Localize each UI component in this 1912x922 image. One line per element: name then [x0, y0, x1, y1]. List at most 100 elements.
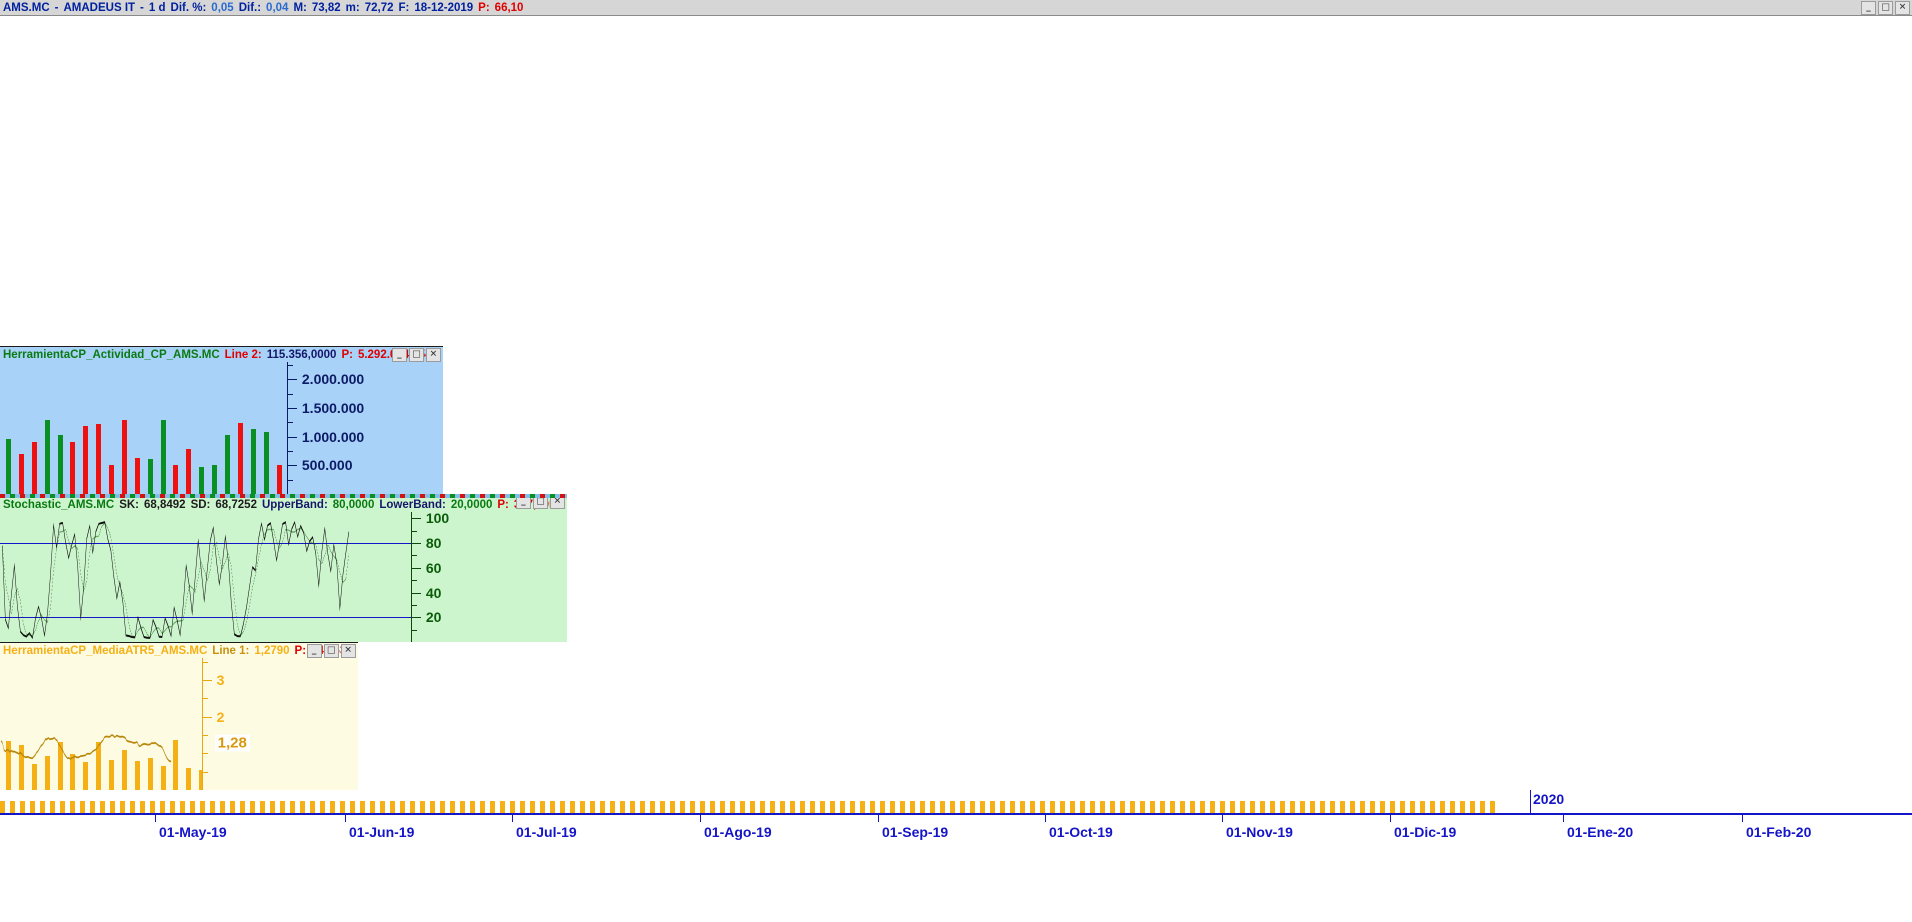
date-tick [345, 813, 346, 822]
max-label: M: [293, 1, 307, 14]
atr-titlebar: HerramientaCP_MediaATR5_AMS.MC Line 1: 1… [0, 642, 358, 658]
atr-line1-value: 1,2790 [254, 644, 290, 657]
date-tick [1390, 813, 1391, 822]
volume-axis-minor-tick [287, 393, 293, 395]
stochastic-titlebar: Stochastic_AMS.MC SK: 68,8492 SD: 68,725… [0, 498, 567, 512]
year-marker: 2020 [1533, 791, 1565, 807]
date-label: 01-Nov-19 [1226, 824, 1293, 840]
volume-axis-tick [287, 379, 297, 381]
atr-current-value-marker: 1,28 [214, 734, 250, 752]
stochastic-axis-tick [411, 518, 421, 520]
volume-bar [31, 441, 37, 494]
atr-bar [173, 739, 179, 790]
stochastic-axis-label: 40 [425, 584, 442, 601]
date-axis[interactable]: 01-May-19 01-Jun-19 01-Jul-19 01-Ago-19 01-S… [0, 790, 1912, 922]
atr-axis-minor-tick [202, 771, 208, 773]
minimize-icon: _ [1866, 2, 1871, 13]
atr-axis-tick [202, 716, 212, 718]
date-tick [1742, 813, 1743, 822]
atr-bar [186, 767, 192, 790]
volume-bar [134, 457, 140, 494]
atr-window-controls: _ □ ✕ [306, 644, 356, 658]
atr-line1-label: Line 1: [212, 644, 250, 657]
stochastic-close-button[interactable]: ✕ [549, 498, 565, 509]
stochastic-maximize-button[interactable]: □ [532, 498, 548, 509]
instrument-name-label: AMADEUS IT [63, 1, 136, 14]
atr-axis-minor-tick [202, 753, 208, 755]
atr-bar [44, 756, 50, 790]
date-label: 01-Jul-19 [516, 824, 577, 840]
date-tick [878, 813, 879, 822]
volume-bar [263, 432, 269, 494]
volume-line2-value: 115.356,0000 [266, 348, 337, 361]
close-icon: ✕ [1898, 2, 1907, 13]
volume-axis-label: 2.000.000 [301, 371, 365, 388]
atr-maximize-button[interactable]: □ [323, 644, 339, 658]
maximize-icon: □ [412, 349, 421, 360]
stochastic-axis-tick [411, 567, 421, 569]
stochastic-plot-area[interactable] [0, 512, 411, 642]
stochastic-axis-label: 60 [425, 559, 442, 576]
maximize-icon: □ [326, 645, 336, 656]
date-label: 01-Ago-19 [704, 824, 772, 840]
diff-label: Dif.: [238, 1, 262, 14]
atr-close-button[interactable]: ✕ [340, 644, 356, 658]
stochastic-upper-band-line [0, 543, 411, 544]
date-value: 18-12-2019 [414, 1, 474, 14]
atr-plot-area[interactable] [0, 658, 202, 790]
close-icon: ✕ [429, 349, 438, 360]
window-controls: _ □ ✕ [1861, 1, 1910, 15]
volume-axis[interactable]: 2.000.000 1.500.000 1.000.000 500.000 [286, 362, 443, 494]
volume-panel[interactable]: HerramientaCP_Actividad_CP_AMS.MC Line 2… [0, 346, 443, 494]
stochastic-axis[interactable]: 100 80 60 40 20 [410, 510, 567, 642]
stochastic-panel[interactable]: Stochastic_AMS.MC SK: 68,8492 SD: 68,725… [0, 494, 567, 642]
stochastic-upperband-value: 80,0000 [332, 499, 375, 511]
volume-axis-minor-tick [287, 479, 293, 481]
date-label: 01-Sep-19 [882, 824, 949, 840]
volume-axis-tick [287, 436, 297, 438]
stochastic-minimize-button[interactable]: _ [515, 498, 531, 509]
stochastic-axis-label: 80 [425, 535, 442, 551]
volume-minimize-button[interactable]: _ [391, 348, 407, 362]
stochastic-axis-minor-tick [411, 555, 417, 557]
atr-bar [96, 742, 102, 790]
date-axis-tick-strip [0, 801, 1500, 813]
volume-close-button[interactable]: ✕ [425, 348, 441, 362]
date-tick [155, 813, 156, 822]
stochastic-window-controls: _ □ ✕ [515, 498, 565, 509]
maximize-button[interactable]: □ [1878, 1, 1893, 15]
stochastic-titlebar-pattern [0, 494, 567, 498]
volume-axis-minor-tick [287, 451, 293, 452]
minimize-button[interactable]: _ [1861, 1, 1876, 15]
atr-bar [121, 749, 127, 790]
volume-plot-area[interactable] [0, 362, 287, 494]
atr-axis-label: 2 [216, 708, 225, 725]
date-tick [1045, 813, 1046, 822]
date-tick [700, 813, 701, 822]
atr-panel[interactable]: HerramientaCP_MediaATR5_AMS.MC Line 1: 1… [0, 642, 358, 790]
atr-bar [109, 759, 114, 790]
stochastic-indicator-name: Stochastic_AMS.MC [3, 499, 115, 511]
stochastic-axis-minor-tick [411, 604, 417, 606]
year-separator [1530, 790, 1531, 813]
date-label: 01-Oct-19 [1049, 824, 1113, 840]
diff-value: 0,04 [266, 1, 289, 14]
max-value: 73,82 [311, 1, 341, 14]
close-icon: ✕ [344, 645, 352, 656]
date-label: F: [398, 1, 410, 14]
atr-minimize-button[interactable]: _ [306, 644, 322, 658]
min-value: 72,72 [364, 1, 394, 14]
stochastic-axis-tick [411, 543, 421, 544]
volume-maximize-button[interactable]: □ [408, 348, 424, 362]
atr-bar [57, 742, 63, 790]
close-button[interactable]: ✕ [1895, 1, 1910, 15]
symbol-label: AMS.MC [3, 1, 50, 14]
atr-bar [147, 757, 153, 790]
stochastic-axis-tick [411, 617, 421, 619]
close-icon: ✕ [553, 498, 562, 507]
atr-axis[interactable]: 3 2 1,28 [201, 658, 358, 790]
atr-axis-minor-tick [202, 698, 208, 700]
stochastic-axis-label: 20 [425, 609, 442, 626]
volume-axis-minor-tick [287, 364, 293, 366]
